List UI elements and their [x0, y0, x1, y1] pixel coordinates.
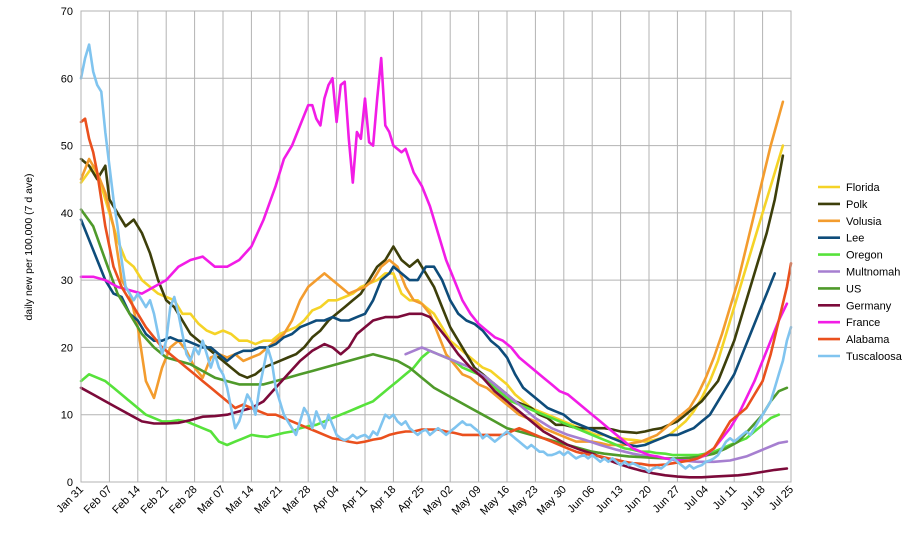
legend-label-lee: Lee — [846, 233, 864, 245]
x-tick-label: Jul 18 — [738, 484, 767, 513]
x-tick-label: Feb 07 — [82, 484, 115, 517]
legend: Florida Polk Volusia Lee Oregon Multnomah US Ge… — [818, 182, 903, 363]
x-tick-label: Feb 28 — [167, 484, 200, 517]
y-tick-label: 10 — [61, 410, 73, 422]
legend-label-polk: Polk — [846, 199, 868, 211]
x-tick-label: Feb 21 — [139, 484, 172, 517]
y-tick-label: 50 — [61, 141, 73, 153]
x-tick-label: Jun 13 — [594, 484, 626, 516]
series-line-alabama — [79, 117, 793, 467]
x-tick-label: Jul 11 — [711, 484, 740, 513]
y-tick-label: 70 — [61, 6, 73, 18]
legend-label-multnomah: Multnomah — [846, 267, 900, 279]
x-tick-label: May 09 — [450, 484, 484, 518]
legend-label-france: France — [846, 317, 880, 329]
series-line-tuscaloosa — [79, 43, 793, 474]
x-tick-label: Mar 14 — [224, 484, 257, 517]
x-tick-label: Jun 20 — [622, 484, 654, 516]
legend-label-florida: Florida — [846, 182, 881, 194]
y-tick-label: 20 — [61, 342, 73, 354]
y-tick-label: 60 — [61, 73, 73, 85]
y-tick-label: 0 — [67, 477, 73, 489]
series-line-volusia — [79, 100, 785, 447]
x-tick-label: Jun 27 — [651, 484, 683, 516]
x-tick-label: May 23 — [507, 484, 541, 518]
series-line-lee — [79, 218, 777, 448]
y-tick-label: 30 — [61, 275, 73, 287]
legend-label-germany: Germany — [846, 300, 892, 312]
series-line-germany — [79, 312, 789, 479]
series-line-us — [79, 208, 789, 460]
x-tick-label: Jul 04 — [682, 484, 711, 513]
y-axis-tick-labels: 0 10 20 30 40 50 60 70 — [61, 6, 73, 489]
legend-label-tuscaloosa: Tuscaloosa — [846, 351, 903, 363]
y-axis-title: daily new per 100,000 (7 d ave) — [23, 173, 35, 320]
x-tick-label: Feb 14 — [110, 484, 143, 517]
x-tick-label: Apr 18 — [367, 484, 398, 515]
x-tick-label: Jul 25 — [767, 484, 796, 513]
series-line-france — [79, 56, 789, 462]
x-tick-label: May 30 — [535, 484, 569, 518]
y-tick-label: 40 — [61, 208, 73, 220]
x-tick-label: Apr 11 — [339, 484, 370, 515]
x-tick-label: May 02 — [421, 484, 455, 518]
legend-label-alabama: Alabama — [846, 334, 890, 346]
x-tick-label: Mar 07 — [195, 484, 228, 517]
x-tick-label: Jun 06 — [565, 484, 597, 516]
plot-area-border — [80, 10, 792, 483]
legend-label-oregon: Oregon — [846, 250, 883, 262]
x-tick-label: May 16 — [478, 484, 512, 518]
x-tick-label: Mar 28 — [281, 484, 314, 517]
x-tick-label: Apr 04 — [310, 484, 341, 515]
legend-label-us: US — [846, 283, 861, 295]
legend-label-volusia: Volusia — [846, 216, 882, 228]
x-tick-label: Mar 21 — [252, 484, 285, 517]
grid-lines — [80, 10, 792, 483]
series-lines — [79, 43, 793, 479]
